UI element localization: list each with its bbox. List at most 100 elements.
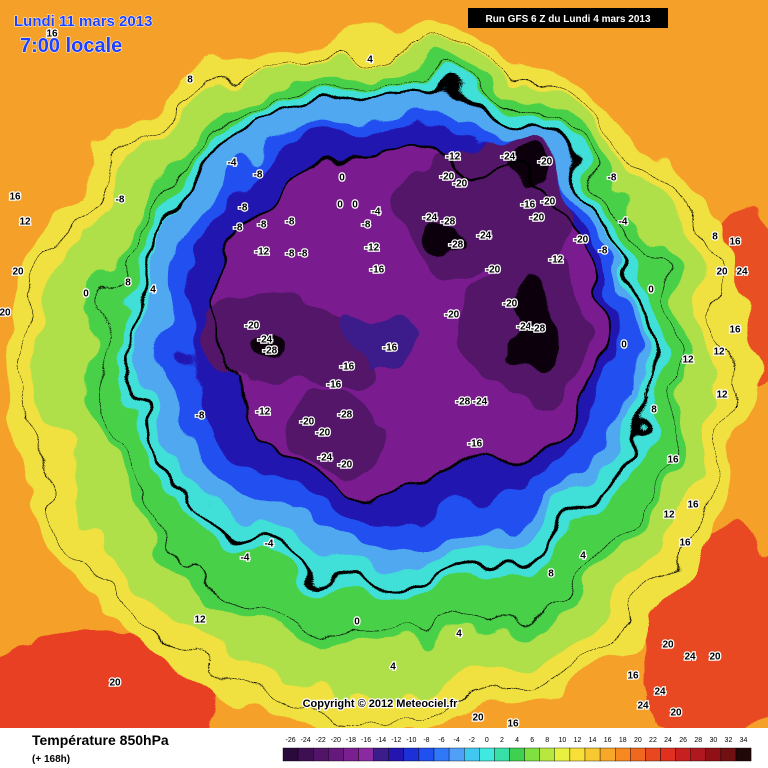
scale-swatch (584, 747, 601, 762)
contour-label: 0 (339, 173, 345, 184)
scale-tick-label: 4 (515, 737, 519, 744)
scale-swatch (539, 747, 556, 762)
contour-label: 16 (46, 29, 58, 40)
contour-label: 24 (637, 701, 649, 712)
contour-label: 20 (12, 267, 24, 278)
scale-tick-label: 18 (619, 737, 627, 744)
scale-swatch (403, 747, 420, 762)
contour-label: -4 (265, 539, 274, 550)
contour-label: 16 (687, 500, 699, 511)
scale-swatch (494, 747, 510, 762)
scale-tick-label: 22 (649, 737, 657, 744)
scale-tick-label: -16 (361, 737, 371, 744)
contour-label: 24 (684, 652, 696, 663)
contour-label: -8 (116, 195, 125, 206)
contour-label: -28 (531, 324, 546, 335)
contour-label: 20 (662, 640, 674, 651)
scale-tick-label: 8 (545, 737, 549, 744)
contour-label: 0 (83, 289, 89, 300)
contour-label: -28 (263, 346, 278, 357)
scale-tick-label: -4 (454, 737, 460, 744)
footer-subtitle: (+ 168h) (32, 754, 70, 765)
contour-label: 16 (729, 325, 741, 336)
contour-label: 16 (667, 455, 679, 466)
scale-tick-label: -6 (438, 737, 444, 744)
scale-swatch (313, 747, 329, 762)
contour-label: -4 (372, 207, 381, 218)
contour-label: -20 (530, 213, 545, 224)
forecast-time: 7:00 locale (20, 35, 122, 57)
scale-swatch (297, 747, 314, 762)
scale-tick-label: 10 (558, 737, 566, 744)
contour-label: 12 (713, 347, 725, 358)
scale-swatch (645, 747, 661, 762)
footer: Température 850hPa (+ 168h) -26 -24 -22 -20… (0, 728, 768, 768)
contour-label: -8 (599, 246, 608, 257)
contour-label: 8 (548, 569, 554, 580)
run-box (468, 8, 668, 28)
contour-label: 12 (716, 390, 728, 401)
contour-label: 24 (736, 267, 748, 278)
contour-label: 0 (337, 200, 343, 211)
copyright: Copyright © 2012 Meteociel.fr (303, 698, 459, 710)
contour-label: -20 (300, 417, 315, 428)
scale-tick-label: 28 (694, 737, 702, 744)
contour-label: -4 (619, 217, 628, 228)
contour-label: -24 (517, 322, 532, 333)
contour-label: -20 (574, 235, 589, 246)
scale-tick-label: 12 (574, 737, 582, 744)
forecast-date: Lundi 11 mars 2013 (14, 13, 152, 30)
scale-swatch (599, 747, 616, 762)
contour-label: -12 (446, 152, 461, 163)
scale-swatch (705, 747, 722, 762)
scale-tick-label: 34 (740, 737, 748, 744)
contour-label: 4 (367, 55, 373, 66)
contour-label: 16 (729, 237, 741, 248)
scale-swatch (524, 747, 540, 762)
scale-tick-label: -12 (391, 737, 401, 744)
contour-label: -4 (241, 553, 250, 564)
contour-label: 4 (580, 551, 586, 562)
contour-label: -24 (477, 231, 492, 242)
scale-swatch (569, 747, 586, 762)
run-info: Run GFS 6 Z du Lundi 4 mars 2013 (485, 14, 650, 25)
contour-label: 20 (472, 713, 484, 724)
contour-label: -28 (338, 410, 353, 421)
contour-label: -20 (445, 310, 460, 321)
contour-label: -8 (239, 203, 248, 214)
contour-label: -24 (258, 335, 273, 346)
contour-label: 8 (125, 278, 131, 289)
contour-label: 12 (19, 217, 31, 228)
contour-label: -20 (486, 265, 501, 276)
scale-tick-label: -2 (469, 737, 475, 744)
scale-tick-label: 30 (709, 737, 717, 744)
contour-label: 20 (670, 708, 682, 719)
scale-tick-label: 32 (725, 737, 733, 744)
scale-tick-label: 26 (679, 737, 687, 744)
contour-label: 0 (352, 200, 358, 211)
contour-label: 12 (194, 615, 206, 626)
contour-label: -24 (501, 152, 516, 163)
contour-label: 8 (712, 232, 718, 243)
contour-label: -16 (340, 362, 355, 373)
contour-label: -28 (456, 397, 471, 408)
contour-label: 24 (654, 687, 666, 698)
contour-label: 0 (621, 340, 627, 351)
scale-swatch (343, 747, 359, 762)
scale-tick-label: 20 (634, 737, 642, 744)
scale-swatch (418, 747, 435, 762)
contour-label: -8 (254, 170, 263, 181)
scale-tick-label: -14 (376, 737, 386, 744)
contour-label: 16 (627, 671, 639, 682)
scale-tick-label: -24 (301, 737, 311, 744)
contour-label: -20 (538, 157, 553, 168)
scale-swatch (630, 747, 646, 762)
contour-label: -12 (549, 255, 564, 266)
scale-tick-label: 0 (485, 737, 489, 744)
contour-label: -12 (365, 243, 380, 254)
scale-swatch (690, 747, 707, 762)
contour-label: -8 (196, 411, 205, 422)
scale-swatch (328, 747, 344, 762)
scale-tick-label: -18 (346, 737, 356, 744)
contour-label: -24 (318, 453, 333, 464)
